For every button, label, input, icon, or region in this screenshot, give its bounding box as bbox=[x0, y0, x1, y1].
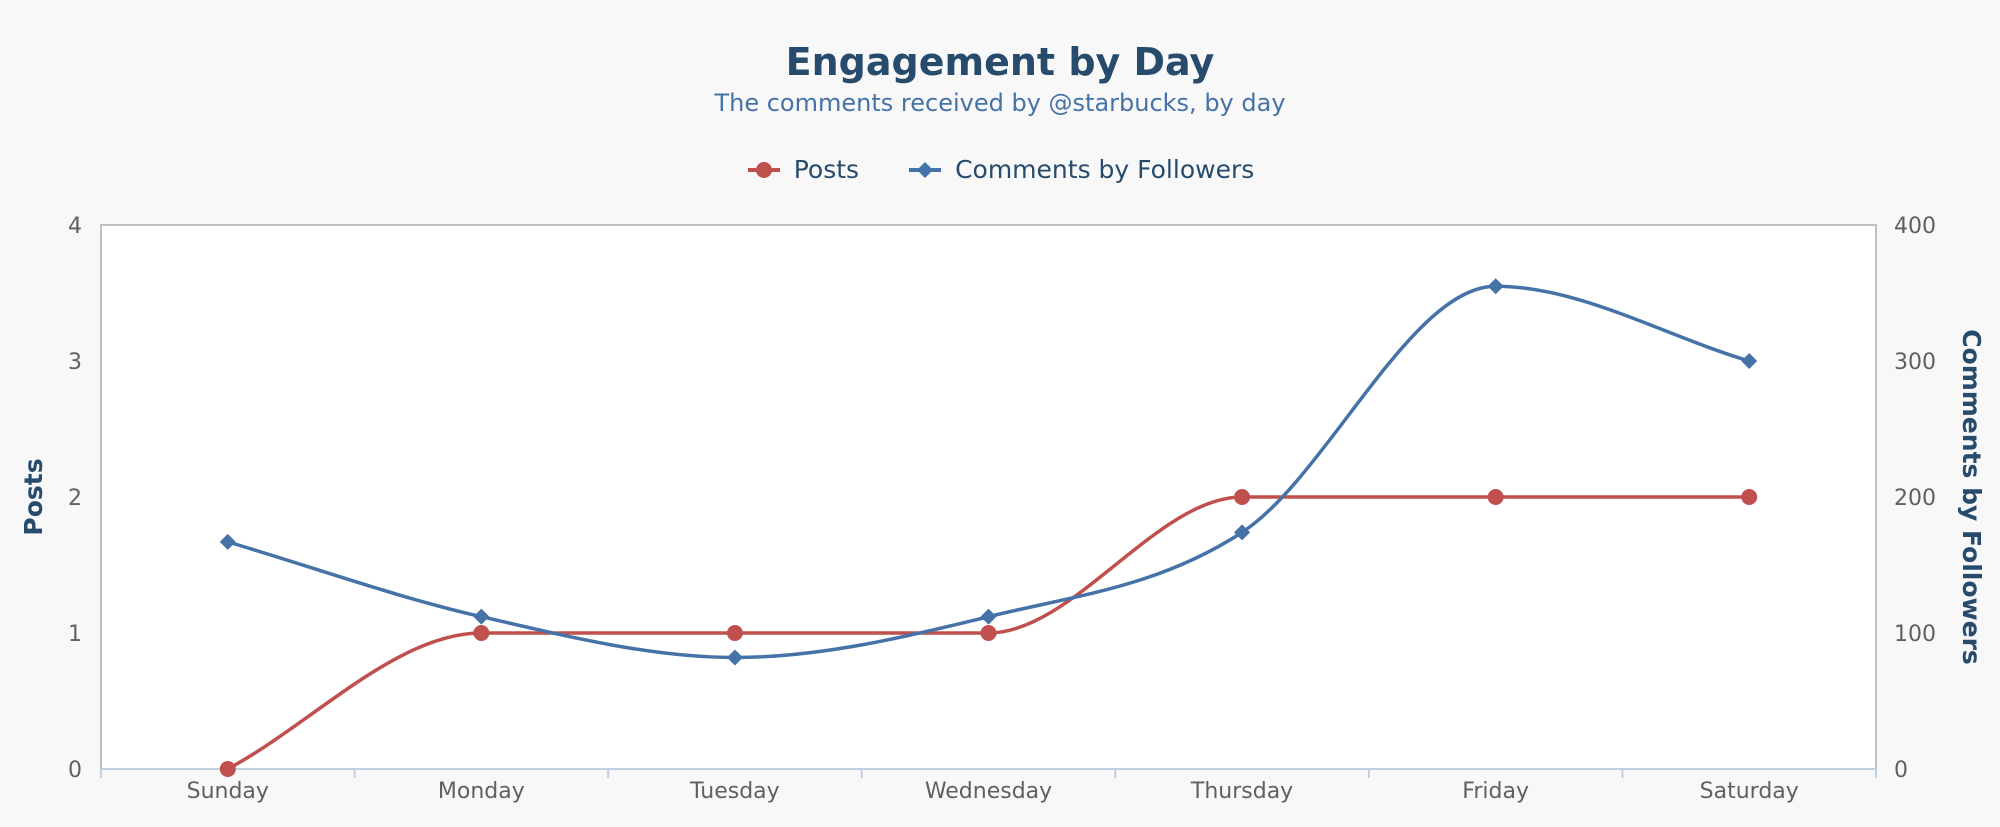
x-tick-label: Saturday bbox=[1700, 779, 1799, 804]
legend-item-comments[interactable]: Comments by Followers bbox=[907, 155, 1254, 184]
y-left-tick-label: 3 bbox=[68, 350, 82, 375]
y-left-tick-label: 1 bbox=[68, 622, 82, 647]
data-point[interactable] bbox=[980, 625, 997, 641]
y-right-tick-label: 200 bbox=[1894, 486, 1936, 511]
data-point[interactable] bbox=[219, 533, 236, 550]
legend-comments-symbol-icon bbox=[909, 161, 942, 178]
data-point[interactable] bbox=[726, 625, 743, 641]
data-point[interactable] bbox=[1234, 524, 1251, 541]
x-tick-label: Wednesday bbox=[925, 779, 1052, 804]
data-point[interactable] bbox=[473, 608, 490, 625]
y-right-tick-label: 300 bbox=[1894, 350, 1936, 375]
x-tick-label: Tuesday bbox=[689, 779, 780, 804]
y-left-tick-label: 2 bbox=[68, 486, 82, 511]
x-axis: Sunday Monday Tuesday Wednesday Thursday Frid… bbox=[100, 768, 1877, 804]
data-point[interactable] bbox=[726, 649, 743, 666]
data-point[interactable] bbox=[1487, 489, 1504, 505]
legend-label: Posts bbox=[793, 155, 860, 184]
y-axis-left-title: Posts bbox=[19, 458, 48, 535]
y-axis-right: 0 100 200 300 400 bbox=[1894, 214, 1936, 783]
legend-label: Comments by Followers bbox=[955, 155, 1255, 184]
series-posts bbox=[219, 489, 1758, 777]
x-tick-label: Thursday bbox=[1190, 779, 1293, 804]
y-right-tick-label: 0 bbox=[1894, 758, 1908, 783]
data-point[interactable] bbox=[1741, 353, 1758, 369]
x-tick-label: Monday bbox=[438, 779, 525, 804]
series-comments-by-followers bbox=[219, 278, 1758, 666]
legend: Posts Comments by Followers bbox=[0, 155, 2000, 184]
data-point[interactable] bbox=[219, 761, 236, 777]
y-axis-left: 0 1 2 3 4 bbox=[68, 214, 82, 783]
series-layer bbox=[219, 278, 1758, 777]
chart-subtitle: The comments received by @starbucks, by … bbox=[714, 89, 1286, 117]
chart-title: Engagement by Day bbox=[785, 40, 1215, 84]
legend-item-posts[interactable]: Posts bbox=[746, 155, 859, 184]
data-point[interactable] bbox=[1741, 489, 1758, 505]
data-point[interactable] bbox=[1234, 489, 1251, 505]
y-left-tick-label: 4 bbox=[68, 214, 82, 239]
y-axis-right-title: Comments by Followers bbox=[1957, 329, 1986, 665]
y-right-tick-label: 100 bbox=[1894, 622, 1936, 647]
data-point[interactable] bbox=[1487, 278, 1504, 295]
data-point[interactable] bbox=[980, 608, 997, 625]
y-right-tick-label: 400 bbox=[1894, 214, 1936, 239]
x-tick-label: Friday bbox=[1462, 779, 1529, 804]
legend-posts-symbol-icon bbox=[747, 161, 780, 178]
x-tick-label: Sunday bbox=[187, 779, 269, 804]
data-point[interactable] bbox=[473, 625, 490, 641]
y-left-tick-label: 0 bbox=[68, 758, 82, 783]
